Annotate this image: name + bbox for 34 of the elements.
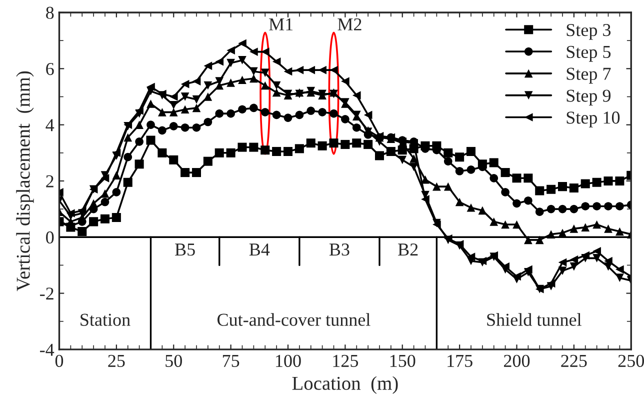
x-tick-label: 225 xyxy=(561,354,587,368)
y-tick-label: 6 xyxy=(46,62,54,76)
legend-label: Step 3 xyxy=(566,24,611,40)
x-tick-label: 175 xyxy=(448,354,472,368)
x-tick-label: 75 xyxy=(222,355,240,368)
annotation: Station xyxy=(80,314,130,326)
y-axis-title: Vertical displacement (mm) xyxy=(16,71,34,292)
y-tick-label: 2 xyxy=(46,175,54,188)
annotation: B5 xyxy=(175,244,195,256)
x-tick-label: 150 xyxy=(390,354,416,368)
annotation: B2 xyxy=(398,244,418,256)
y-tick-label: 0 xyxy=(46,231,54,244)
legend-label: Step 9 xyxy=(566,90,611,106)
y-tick-label: 4 xyxy=(46,119,54,132)
annotation: B4 xyxy=(249,244,270,256)
x-tick-label: 125 xyxy=(333,354,358,368)
legend-label: Step 7 xyxy=(566,68,611,84)
x-tick-label: 200 xyxy=(504,354,530,368)
x-tick-label: 100 xyxy=(276,354,301,368)
y-tick-label: 8 xyxy=(46,6,54,19)
annotation: B3 xyxy=(329,244,350,256)
y-tick-label: -2 xyxy=(40,288,54,300)
annotation: M2 xyxy=(338,18,362,30)
annotation: Shield tunnel xyxy=(487,313,582,326)
x-axis-title: Location (m) xyxy=(292,376,398,394)
x-tick-label: 0 xyxy=(55,354,64,368)
x-tick-label: 25 xyxy=(108,354,125,368)
annotation: Cut-and-cover tunnel xyxy=(217,313,370,326)
legend-label: Step 5 xyxy=(566,46,611,62)
legend-label: Step 10 xyxy=(566,112,620,128)
annotation: M1 xyxy=(269,18,293,30)
x-tick-label: 250 xyxy=(618,354,644,368)
x-tick-label: 50 xyxy=(166,354,182,368)
y-tick-label: -4 xyxy=(40,344,54,356)
